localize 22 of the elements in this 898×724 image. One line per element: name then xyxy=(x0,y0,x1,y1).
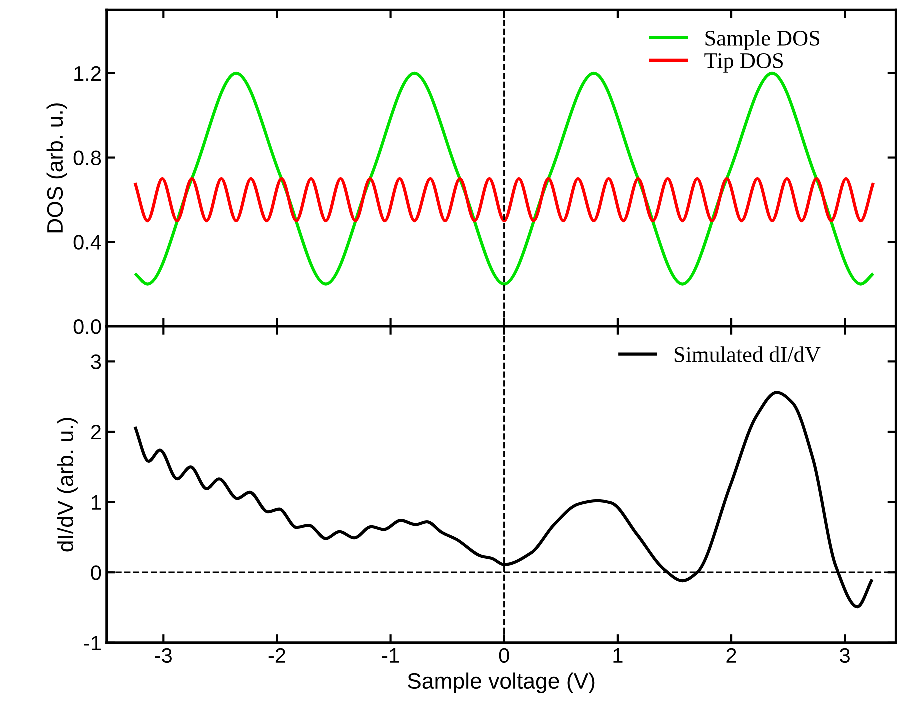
x-tick-label: 3 xyxy=(840,648,850,664)
legend-label: Tip DOS xyxy=(704,53,783,73)
x-tick-label: 2 xyxy=(726,648,736,663)
x-tick-label: -1 xyxy=(382,648,400,663)
y-axis-title: dI/dV (arb. u.) xyxy=(57,418,78,552)
y-tick-label: -1 xyxy=(84,636,101,650)
x-tick-label: 1 xyxy=(614,648,623,663)
y-tick-label: 1.2 xyxy=(74,66,101,81)
x-tick-label: -3 xyxy=(155,648,172,664)
y-tick-label: 0 xyxy=(91,566,102,580)
legend-label: Sample DOS xyxy=(706,30,820,50)
y-tick-label: 1 xyxy=(92,496,101,510)
y-tick-label: 2 xyxy=(91,424,101,440)
x-tick-label: 0 xyxy=(499,648,510,664)
y-tick-label: 0.0 xyxy=(74,320,102,334)
y-tick-label: 0.8 xyxy=(74,150,102,166)
legend-label: Simulated dI/dV xyxy=(674,346,821,362)
y-axis-title: DOS (arb. u.) xyxy=(46,104,68,233)
x-axis-title: Sample voltage (V) xyxy=(408,672,595,694)
y-tick-label: 3 xyxy=(91,354,102,370)
y-tick-label: 0.4 xyxy=(74,235,102,250)
x-tick-label: -2 xyxy=(268,648,286,663)
